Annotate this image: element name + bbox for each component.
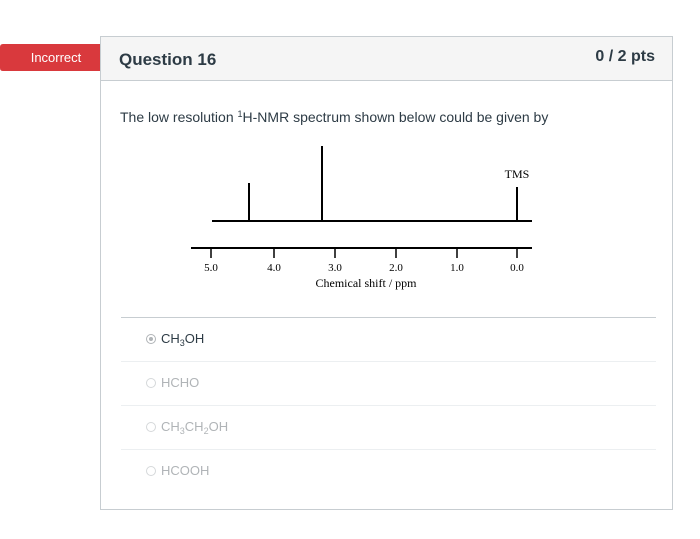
nmr-spectrum-figure: TMS 5.0 4.0 3.0 2.0 1.0 0.0 Chemical shi…: [191, 146, 532, 290]
answer-label: HCHO: [161, 375, 200, 390]
radio-icon-selected[interactable]: [146, 334, 156, 344]
tick-label-3: 3.0: [328, 262, 342, 274]
question-text: The low resolution 1H-NMR spectrum shown…: [120, 109, 548, 125]
answer-separator: [121, 361, 656, 362]
answer-separator: [121, 405, 656, 406]
question-points: 0 / 2 pts: [595, 48, 655, 65]
badge-label: Incorrect: [30, 50, 82, 65]
tick-label-4: 4.0: [267, 262, 281, 274]
radio-icon[interactable]: [146, 378, 156, 388]
radio-icon[interactable]: [146, 466, 156, 476]
answer-label: CH3OH: [161, 331, 205, 348]
question-card: Question 16 0 / 2 pts The low resolution…: [100, 36, 673, 510]
axis-label: Chemical shift / ppm: [316, 276, 418, 290]
badge-arrow-shape: [0, 44, 113, 71]
tick-label-0: 0.0: [510, 262, 524, 274]
tick-label-1: 1.0: [450, 262, 464, 274]
answer-separator: [121, 449, 656, 450]
tms-label: TMS: [505, 167, 530, 181]
question-text-before: The low resolution: [120, 109, 238, 125]
answer-label: CH3CH2OH: [161, 419, 229, 436]
tick-label-5: 5.0: [204, 262, 218, 274]
question-text-superscript: 1: [237, 109, 243, 119]
answer-option-hcooh[interactable]: HCOOH: [121, 450, 656, 494]
incorrect-badge: Incorrect: [0, 44, 114, 71]
answers-divider: [121, 317, 656, 318]
question-title: Question 16: [119, 50, 217, 69]
answer-option-ch3oh[interactable]: CH3OH: [121, 318, 656, 362]
question-header: Question 16 0 / 2 pts: [101, 37, 672, 81]
answer-option-ch3ch2oh[interactable]: CH3CH2OH: [121, 406, 656, 450]
answer-label: HCOOH: [161, 463, 210, 478]
radio-icon[interactable]: [146, 422, 156, 432]
tick-label-2: 2.0: [389, 262, 403, 274]
question-text-after: H-NMR spectrum shown below could be give…: [242, 109, 549, 125]
answer-option-hcho[interactable]: HCHO: [121, 362, 656, 406]
